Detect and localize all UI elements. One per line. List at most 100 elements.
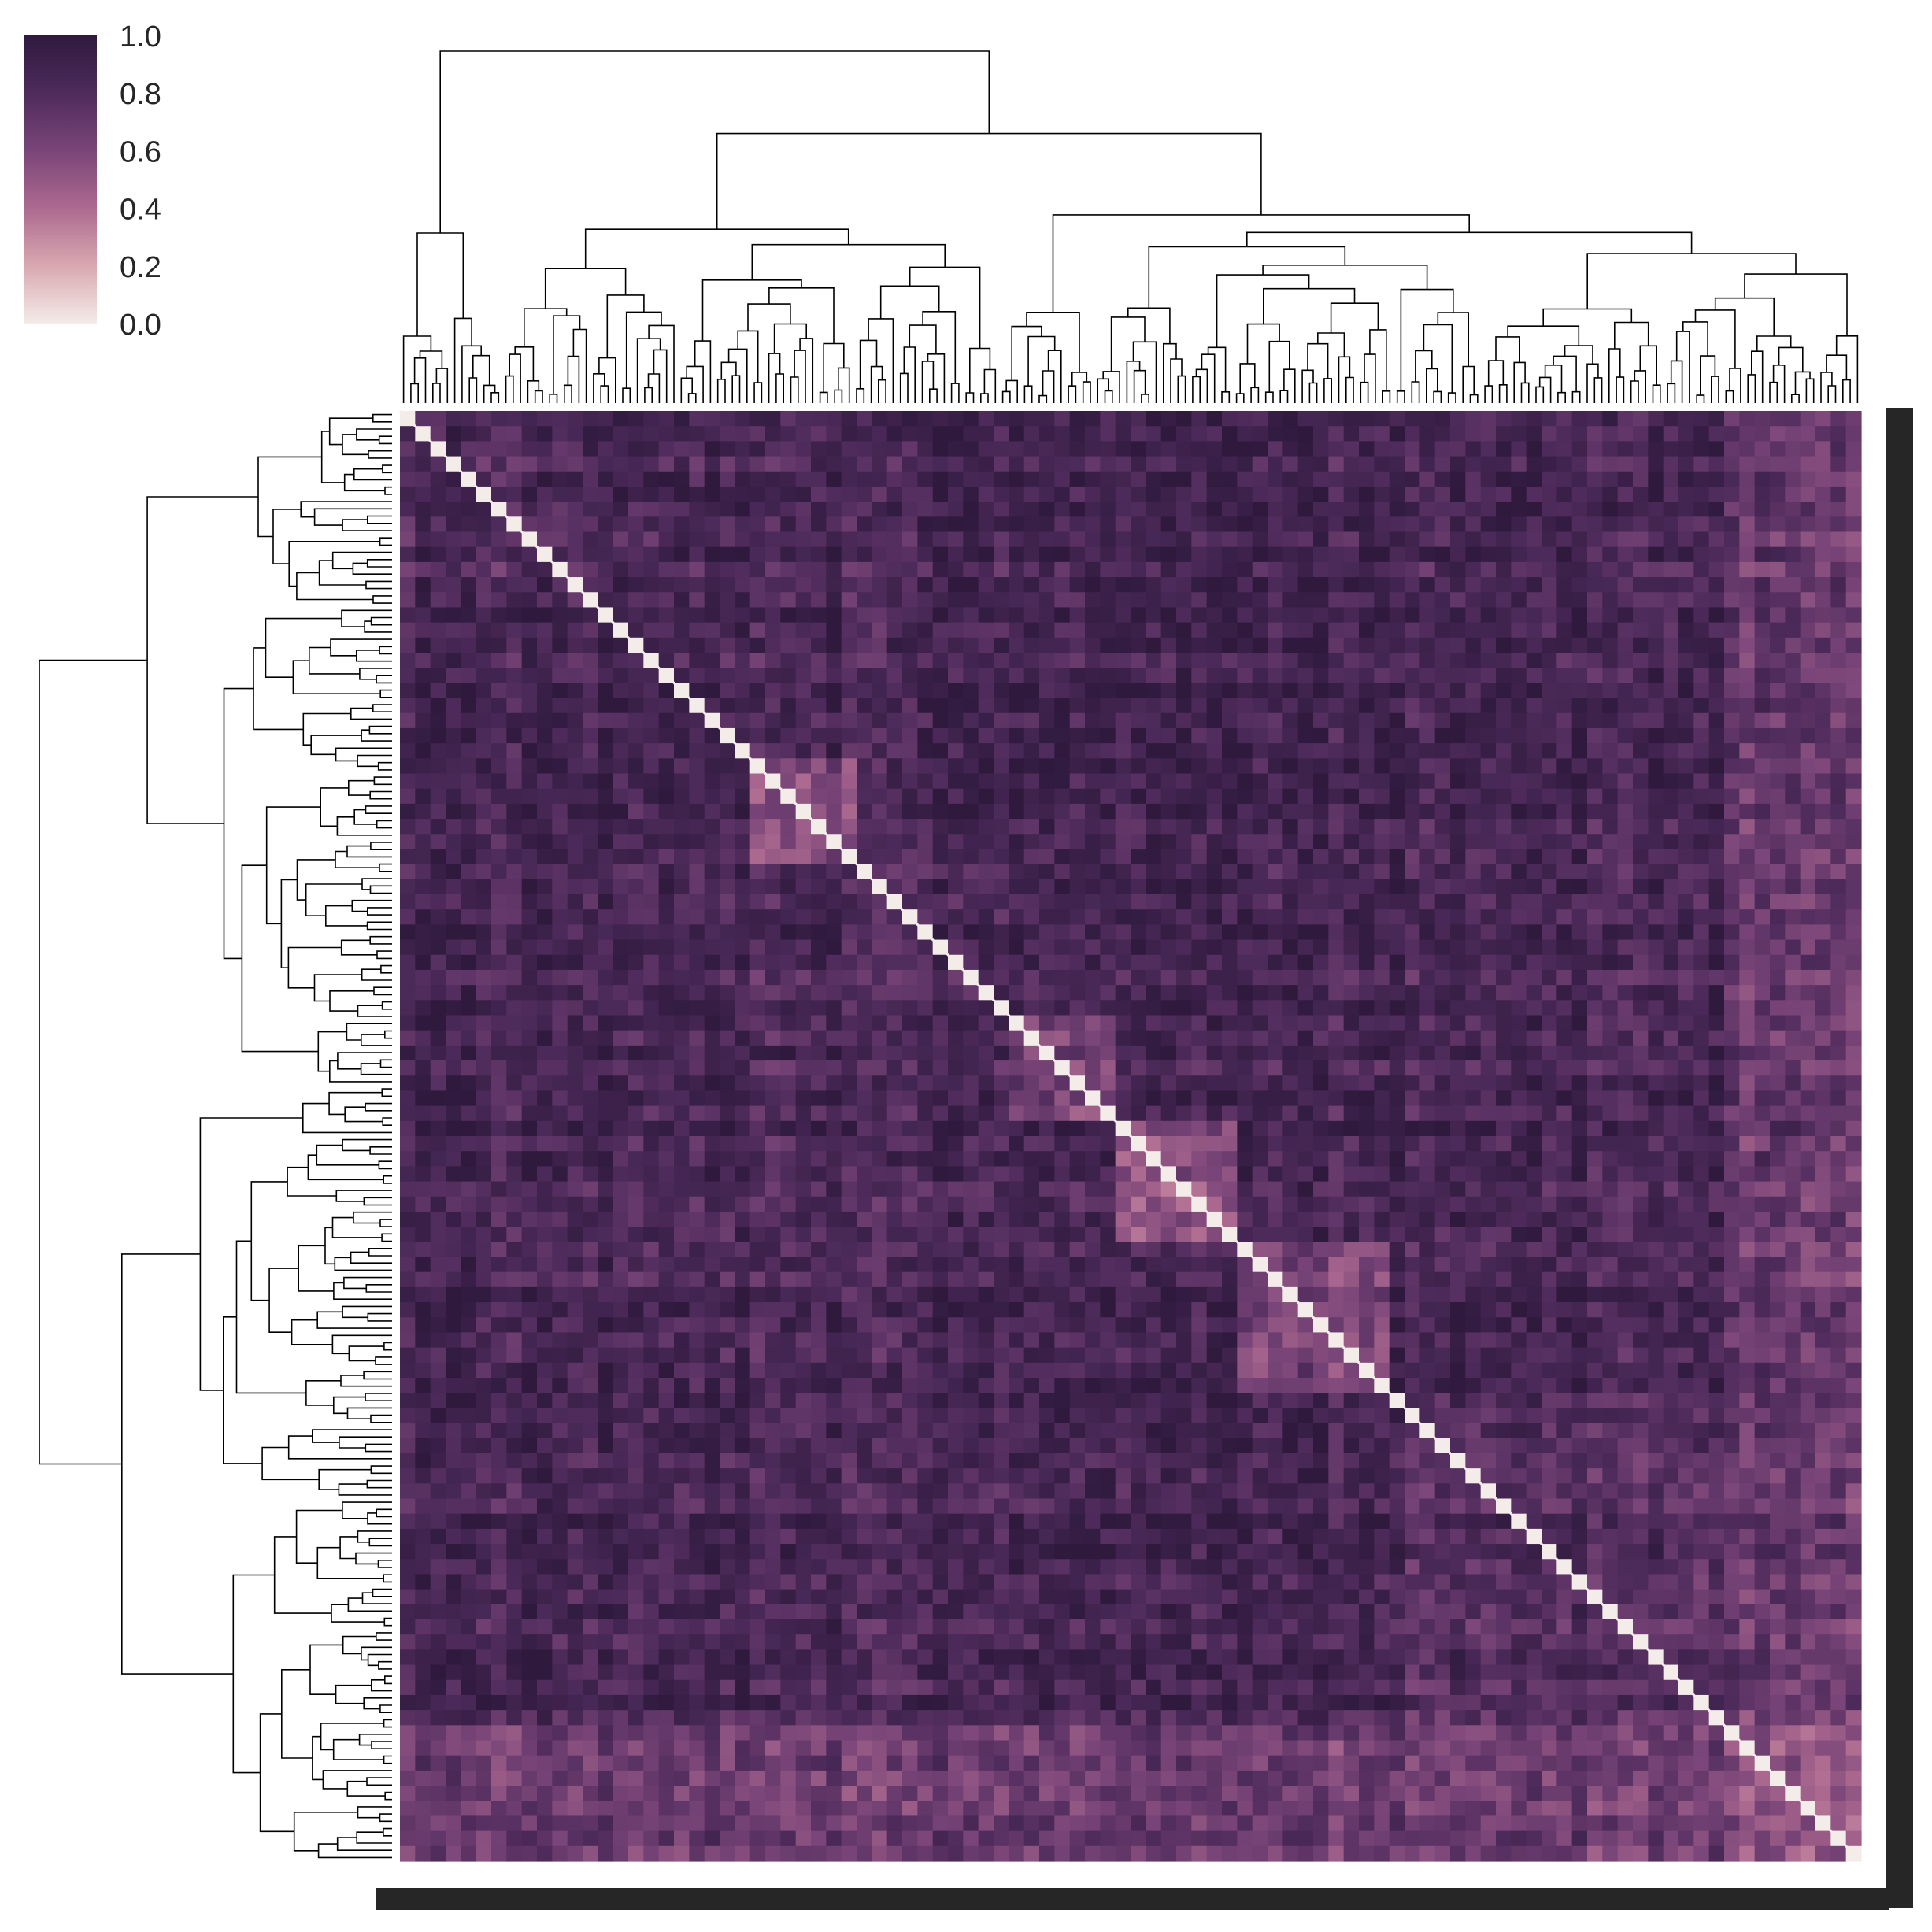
heatmap-cell	[1511, 1136, 1527, 1152]
heatmap-cell	[1633, 637, 1649, 653]
heatmap-cell	[1633, 441, 1649, 457]
heatmap-cell	[400, 1181, 416, 1197]
heatmap-cell	[1374, 637, 1390, 653]
heatmap-cell	[674, 864, 690, 880]
heatmap-cell	[704, 456, 720, 472]
heatmap-cell	[1359, 456, 1375, 472]
heatmap-cell	[780, 502, 797, 517]
heatmap-cell	[521, 592, 538, 609]
heatmap-cell	[1176, 1075, 1192, 1092]
heatmap-cell	[1633, 683, 1649, 699]
heatmap-cell	[1770, 985, 1786, 1001]
heatmap-cell	[1191, 1090, 1208, 1107]
heatmap-cell	[1542, 411, 1557, 427]
heatmap-cell	[1222, 727, 1238, 744]
heatmap-cell	[1556, 441, 1573, 457]
heatmap-cell	[978, 909, 994, 925]
heatmap-cell	[1252, 698, 1268, 714]
heatmap-cell	[1343, 1000, 1360, 1016]
heatmap-cell	[476, 1181, 492, 1197]
heatmap-cell	[1434, 1045, 1451, 1061]
heatmap-cell	[1009, 788, 1025, 805]
heatmap-cell	[917, 486, 934, 502]
heatmap-cell	[1526, 516, 1542, 533]
heatmap-cell	[1602, 894, 1619, 910]
heatmap-cell	[1374, 668, 1390, 683]
heatmap-cell	[826, 516, 842, 533]
heatmap-cell	[1571, 577, 1588, 593]
heatmap-cell	[1009, 1030, 1025, 1046]
heatmap-cell	[1830, 1136, 1847, 1152]
heatmap-cell	[1374, 592, 1390, 609]
heatmap-cell	[1845, 441, 1862, 457]
heatmap-cell	[963, 1090, 979, 1107]
heatmap-cell	[491, 864, 507, 880]
heatmap-cell	[430, 426, 446, 442]
heatmap-cell	[749, 909, 766, 925]
heatmap-cell	[1526, 773, 1542, 790]
heatmap-cell	[476, 1060, 492, 1076]
heatmap-cell	[1374, 954, 1390, 971]
heatmap-cell	[1359, 909, 1375, 925]
heatmap-cell	[1206, 546, 1223, 563]
heatmap-cell	[537, 411, 553, 427]
heatmap-cell	[1252, 516, 1268, 533]
heatmap-cell	[902, 1151, 918, 1167]
heatmap-cell	[1237, 849, 1253, 865]
heatmap-cell	[537, 1136, 553, 1152]
heatmap-cell	[430, 637, 446, 653]
heatmap-cell	[1739, 411, 1756, 427]
heatmap-cell	[461, 879, 477, 895]
heatmap-cell	[932, 546, 949, 563]
heatmap-cell	[1800, 622, 1816, 638]
heatmap-cell	[1206, 683, 1223, 699]
heatmap-cell	[994, 577, 1009, 593]
heatmap-cell	[521, 939, 538, 956]
heatmap-cell	[1343, 486, 1360, 502]
heatmap-cell	[1313, 788, 1329, 805]
heatmap-cell	[1297, 622, 1314, 638]
heatmap-cell	[1800, 698, 1816, 714]
heatmap-cell	[1069, 985, 1086, 1001]
heatmap-cell	[1496, 1045, 1512, 1061]
heatmap-cell	[1663, 939, 1679, 956]
heatmap-cell	[1511, 637, 1527, 653]
heatmap-cell	[521, 622, 538, 638]
heatmap-cell	[1587, 592, 1603, 609]
heatmap-cell	[1617, 577, 1634, 593]
heatmap-cell	[1770, 727, 1786, 744]
heatmap-cell	[872, 637, 888, 653]
heatmap-cell	[400, 1045, 416, 1061]
heatmap-cell	[1282, 819, 1299, 835]
heatmap-cell	[1191, 758, 1208, 775]
heatmap-cell	[826, 727, 842, 744]
heatmap-cell	[476, 1166, 492, 1183]
heatmap-cell	[552, 954, 568, 971]
heatmap-cell	[826, 803, 842, 820]
heatmap-cell	[1054, 577, 1071, 593]
heatmap-cell	[521, 743, 538, 759]
heatmap-cell	[1465, 985, 1482, 1001]
heatmap-cell	[1785, 864, 1801, 880]
heatmap-cell	[1359, 1181, 1375, 1197]
heatmap-cell	[795, 743, 812, 759]
heatmap-cell	[1131, 727, 1146, 744]
heatmap-cell	[1039, 577, 1055, 593]
heatmap-cell	[461, 561, 477, 578]
heatmap-cell	[963, 486, 979, 502]
heatmap-cell	[598, 803, 614, 820]
heatmap-cell	[491, 668, 507, 683]
heatmap-cell	[446, 1000, 461, 1016]
heatmap-cell	[1845, 1151, 1862, 1167]
heatmap-cell	[446, 1151, 461, 1167]
heatmap-cell	[674, 1166, 690, 1183]
heatmap-cell	[841, 1000, 857, 1016]
heatmap-cell	[1282, 758, 1299, 775]
heatmap-cell	[1526, 788, 1542, 805]
heatmap-cell	[1328, 1181, 1345, 1197]
heatmap-cell	[1405, 1015, 1420, 1031]
heatmap-cell	[689, 1151, 705, 1167]
heatmap-cell	[537, 561, 553, 578]
heatmap-cell	[1191, 727, 1208, 744]
heatmap-cell	[1297, 546, 1314, 563]
